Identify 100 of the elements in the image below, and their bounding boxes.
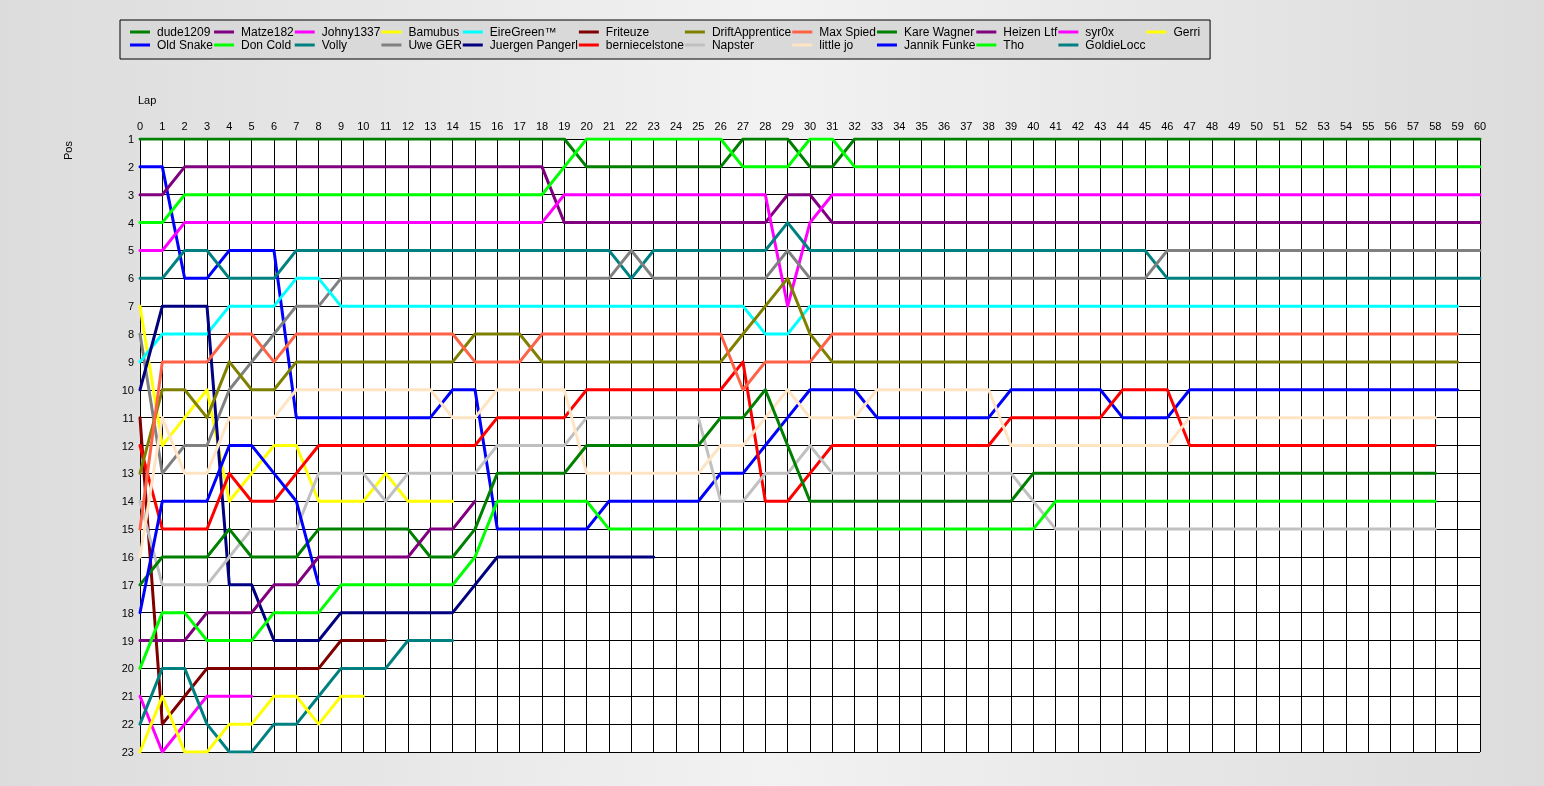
- x-tick-label: 5: [248, 119, 255, 132]
- legend-label: Juergen Pangerl: [489, 38, 578, 52]
- x-tick-label: 43: [1094, 119, 1107, 132]
- x-tick-label: 14: [446, 119, 459, 132]
- legend-label: dude1209: [157, 25, 211, 39]
- x-tick-label: 57: [1406, 119, 1420, 132]
- x-tick-label: 32: [848, 119, 861, 132]
- x-tick-label: 36: [937, 119, 951, 132]
- line-series: [138, 499, 477, 643]
- x-tick-label: 49: [1228, 119, 1241, 132]
- y-tick-label: 20: [121, 662, 134, 675]
- x-tick-label: 45: [1138, 119, 1152, 132]
- legend-label: Jannik Funke: [903, 38, 976, 52]
- legend-label: Friteuze: [605, 25, 650, 39]
- x-tick-label: 18: [535, 119, 549, 132]
- y-tick-label: 1: [127, 133, 134, 145]
- x-tick-label: 16: [491, 119, 504, 132]
- x-tick-label: 40: [1027, 119, 1040, 132]
- y-tick-label: 23: [121, 746, 134, 758]
- y-tick-label: 12: [121, 439, 134, 452]
- y-tick-label: 13: [121, 467, 134, 480]
- y-tick-label: 2: [127, 160, 134, 173]
- x-tick-label: 58: [1429, 119, 1442, 132]
- y-tick-label: 21: [121, 690, 134, 703]
- legend-label: DriftApprentice: [711, 25, 792, 39]
- x-tick-label: 37: [960, 119, 973, 132]
- legend-label: Tho: [1003, 38, 1025, 52]
- x-tick-label: 13: [424, 119, 437, 132]
- legend-label: syr0x: [1085, 25, 1115, 39]
- legend-label: Kare Wagner: [903, 25, 975, 39]
- x-tick-label: 39: [1004, 119, 1018, 132]
- y-tick-label: 3: [127, 188, 134, 201]
- y-tick-label: 16: [121, 550, 134, 563]
- x-tick-label: 50: [1250, 119, 1263, 132]
- y-tick-label: 11: [122, 411, 134, 424]
- line-series: [138, 444, 321, 615]
- legend-label: Max Spied: [819, 25, 876, 39]
- x-tick-label: 9: [337, 119, 345, 132]
- line-series: [138, 193, 1482, 308]
- x-tick-label: 48: [1205, 119, 1219, 132]
- x-tick-label: 24: [669, 119, 683, 132]
- legend-label: Heizen Ltf: [1003, 25, 1059, 39]
- x-tick-label: 28: [759, 119, 772, 132]
- x-tick-label: 22: [625, 119, 638, 132]
- line-series: [138, 137, 1482, 225]
- line-series: [138, 639, 455, 754]
- y-tick-label: 8: [127, 328, 134, 341]
- x-axis-title: Lap: [138, 93, 157, 106]
- x-tick-label: 3: [203, 119, 211, 132]
- y-tick-label: 7: [127, 300, 134, 313]
- x-tick-label: 42: [1071, 119, 1085, 132]
- x-tick-label: 27: [736, 119, 750, 132]
- x-tick-label: 29: [781, 119, 794, 132]
- y-tick-label: 6: [127, 272, 134, 285]
- x-tick-label: 11: [379, 119, 392, 132]
- x-tick-label: 60: [1473, 119, 1487, 132]
- y-tick-label: 9: [127, 355, 134, 368]
- x-tick-label: 25: [692, 119, 705, 132]
- x-tick-label: 20: [580, 119, 593, 132]
- x-tick-label: 17: [513, 119, 526, 132]
- x-tick-label: 30: [803, 119, 817, 132]
- x-tick-label: 56: [1384, 119, 1397, 132]
- x-tick-label: 12: [401, 119, 415, 132]
- legend-label: Uwe GER: [408, 38, 463, 52]
- x-tick-label: 10: [357, 119, 370, 132]
- legend-label: Gerri: [1173, 25, 1201, 39]
- y-tick-label: 10: [121, 383, 134, 396]
- legend-label: EireGreen™: [489, 25, 557, 39]
- x-tick-label: 0: [136, 119, 144, 132]
- line-series: [138, 276, 1460, 364]
- x-tick-label: 35: [915, 119, 928, 132]
- x-tick-label: 54: [1339, 119, 1353, 132]
- x-tick-label: 1: [159, 119, 166, 132]
- x-tick-label: 23: [647, 119, 660, 132]
- x-tick-label: 55: [1362, 119, 1375, 132]
- x-tick-label: 53: [1317, 119, 1330, 132]
- x-tick-label: 47: [1183, 119, 1196, 132]
- y-axis-title: Pos: [61, 140, 74, 160]
- legend-label: Volly: [321, 38, 348, 52]
- x-tick-label: 31: [826, 119, 839, 132]
- line-series: [138, 360, 1437, 531]
- legend-label: Don Cold: [241, 38, 292, 52]
- x-tick-label: 52: [1295, 119, 1308, 132]
- x-tick-label: 41: [1049, 119, 1062, 132]
- legend-label: Bamubus: [408, 25, 460, 39]
- line-series: [138, 499, 1437, 670]
- x-tick-label: 8: [315, 119, 322, 132]
- line-series: [138, 165, 1460, 531]
- x-tick-label: 4: [226, 119, 233, 132]
- x-tick-label: 44: [1116, 119, 1129, 132]
- legend-label: Napster: [711, 38, 754, 52]
- legend-label: berniecelstone: [605, 38, 685, 52]
- y-tick-label: 22: [121, 718, 134, 731]
- y-tick-label: 17: [121, 578, 134, 591]
- y-tick-label: 5: [127, 244, 134, 257]
- y-tick-label: 15: [121, 523, 134, 536]
- x-tick-label: 33: [870, 119, 884, 132]
- x-tick-label: 46: [1161, 119, 1174, 132]
- x-tick-label: 51: [1272, 119, 1286, 132]
- x-tick-label: 7: [293, 119, 300, 132]
